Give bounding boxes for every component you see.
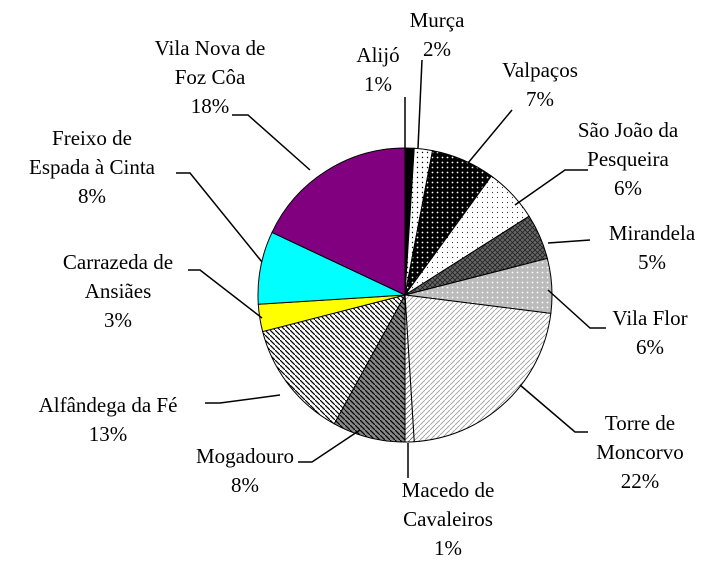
leader-line (205, 394, 281, 404)
value-label: 1% (364, 72, 392, 96)
slice-label: Vila Nova de Foz Côa (155, 36, 266, 89)
slice-label: Freixo de Espada à Cinta (29, 126, 156, 179)
slice-label: Macedo de Cavaleiros (402, 478, 495, 531)
leader-line (176, 172, 263, 263)
value-label: 3% (104, 308, 132, 332)
slice-label: Mogadouro (196, 444, 294, 468)
slice-label: Carrazeda de Ansiães (63, 250, 173, 303)
slice-label: Torre de Moncorvo (596, 411, 684, 464)
slice-label: Alfândega da Fé (39, 393, 178, 417)
slice-label: Mirandela (609, 221, 696, 245)
value-label: 2% (423, 37, 451, 61)
slice-label: Valpaços (502, 58, 578, 82)
leader-line (547, 289, 606, 329)
leader-line (547, 239, 591, 244)
value-label: 8% (231, 473, 259, 497)
pie-slice (271, 147, 406, 296)
slice-label: Vila Flor (612, 306, 687, 330)
value-label: 5% (638, 250, 666, 274)
value-label: 6% (614, 176, 642, 200)
leader-line (188, 269, 263, 319)
leader-line (298, 429, 361, 463)
leader-line (232, 114, 311, 171)
value-label: 13% (89, 422, 128, 446)
value-label: 22% (621, 469, 660, 493)
leader-line (467, 109, 513, 164)
value-label: 8% (78, 184, 106, 208)
slice-label: Alijó (356, 43, 399, 67)
value-label: 7% (526, 87, 554, 111)
slice-label: Murça (410, 8, 465, 32)
value-label: 6% (636, 335, 664, 359)
value-label: 1% (434, 536, 462, 556)
leader-line (417, 59, 423, 149)
value-label: 18% (191, 94, 230, 118)
slice-label: São João da Pesqueira (578, 118, 679, 171)
leader-line (514, 169, 588, 206)
leader-line (519, 384, 588, 433)
pie-slice (404, 294, 552, 443)
pie-slice (262, 294, 406, 425)
